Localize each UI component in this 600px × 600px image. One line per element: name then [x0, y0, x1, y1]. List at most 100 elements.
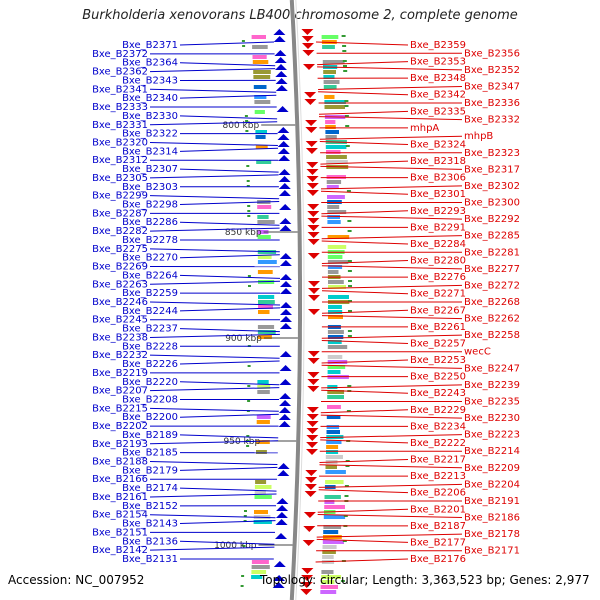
forward-gene-arrow: [280, 302, 292, 308]
feature-block: [327, 220, 341, 224]
gc-tick: [348, 280, 352, 282]
reverse-gene-label: Bxe_B2301: [410, 189, 466, 200]
feature-block: [252, 45, 268, 49]
reverse-gene-label: Bxe_B2347: [464, 81, 520, 92]
feature-block: [252, 60, 269, 64]
reverse-gene-label: Bxe_B2201: [410, 504, 466, 515]
reverse-gene-label: Bxe_B2257: [410, 338, 466, 349]
forward-gene-arrow: [273, 36, 286, 42]
feature-block: [251, 565, 270, 569]
reverse-gene-arrow: [308, 281, 320, 287]
forward-gene-label: Bxe_B2333: [92, 102, 148, 113]
feature-block: [255, 130, 267, 134]
feature-block: [324, 505, 345, 509]
feature-block: [251, 570, 267, 574]
forward-gene-label: Bxe_B2208: [122, 394, 178, 405]
reverse-gene-label: Bxe_B2317: [464, 164, 520, 175]
feature-block: [257, 335, 272, 339]
feature-block: [323, 75, 335, 79]
forward-gene-arrow: [278, 421, 291, 427]
reverse-gene-label: Bxe_B2209: [464, 463, 520, 474]
gene-leader-line: [318, 91, 409, 96]
forward-gene-arrow: [280, 309, 292, 315]
gene-leader-line: [321, 340, 409, 344]
forward-gene-label: Bxe_B2270: [122, 253, 178, 264]
reverse-gene-label: Bxe_B2335: [410, 106, 466, 117]
forward-gene-label: Bxe_B2154: [92, 510, 148, 521]
reverse-gene-arrow: [301, 29, 314, 35]
gene-leader-line: [179, 328, 280, 333]
reverse-gene-label: Bxe_B2223: [464, 430, 520, 441]
gene-leader-line: [179, 434, 279, 439]
feature-block: [320, 590, 337, 594]
reverse-gene-arrow: [304, 99, 317, 105]
forward-gene-label: Bxe_B2330: [122, 111, 178, 122]
forward-gene-label: Bxe_B2200: [122, 412, 178, 423]
feature-block: [258, 295, 275, 299]
reverse-gene-arrow: [306, 407, 319, 413]
gene-leader-line: [318, 85, 463, 90]
gene-leader-line: [321, 215, 463, 220]
forward-gene-arrow: [278, 414, 291, 420]
gc-tick: [247, 385, 251, 387]
gene-leader-line: [179, 274, 281, 279]
feature-block: [325, 125, 336, 129]
scale-tick-label: 800 kbp: [223, 121, 260, 131]
gc-tick: [345, 145, 350, 147]
gc-tick: [241, 575, 245, 577]
feature-block: [327, 235, 350, 239]
gene-leader-line: [149, 407, 279, 412]
gene-leader-line: [320, 165, 463, 170]
reverse-gene-label: Bxe_B2323: [464, 148, 520, 159]
feature-block: [328, 305, 342, 309]
gene-leader-line: [149, 121, 278, 126]
feature-block: [257, 230, 269, 234]
reverse-gene-label: Bxe_B2217: [410, 455, 466, 466]
forward-gene-arrow: [278, 190, 291, 196]
forward-gene-label: Bxe_B2143: [122, 519, 178, 530]
topology-summary: Topology: circular; Length: 3,363,523 bp…: [260, 573, 590, 587]
reverse-gene-label: Bxe_B2253: [410, 355, 466, 366]
gene-leader-line: [321, 235, 463, 240]
feature-block: [326, 150, 341, 154]
feature-block: [320, 585, 338, 589]
map-title: Burkholderia xenovorans LB400 chromosome…: [82, 8, 518, 23]
reverse-gene-arrow: [307, 218, 320, 224]
feature-block: [327, 215, 340, 219]
reverse-gene-label: Bxe_B2300: [464, 198, 520, 209]
gc-tick: [246, 435, 250, 437]
gene-leader-line: [321, 260, 409, 264]
gc-tick: [341, 35, 346, 37]
feature-block: [322, 555, 334, 559]
feature-block: [322, 45, 335, 49]
forward-gene-label: Bxe_B2303: [122, 182, 178, 193]
reverse-gene-label: Bxe_B2214: [464, 446, 520, 457]
feature-block: [255, 145, 268, 149]
reverse-gene-label: Bxe_B2332: [464, 115, 520, 126]
reverse-gene-arrow: [306, 176, 319, 182]
feature-block: [327, 200, 342, 204]
gc-tick: [347, 220, 352, 222]
forward-gene-label: Bxe_B2245: [92, 315, 148, 326]
gc-tick: [347, 335, 352, 337]
forward-gene-arrow: [280, 316, 292, 322]
gene-leader-line: [179, 94, 277, 99]
feature-block: [254, 100, 271, 104]
gene-leader-line: [179, 41, 275, 46]
feature-block: [257, 235, 271, 239]
gc-tick: [342, 50, 347, 52]
forward-gene-arrow: [278, 407, 291, 413]
reverse-gene-arrow: [307, 386, 320, 392]
gene-leader-line: [321, 284, 463, 289]
reverse-gene-label: Bxe_B2206: [410, 488, 466, 499]
forward-gene-arrow: [275, 533, 287, 539]
forward-gene-label: Bxe_B2259: [122, 288, 178, 299]
feature-block: [327, 335, 344, 339]
feature-block: [327, 210, 347, 214]
reverse-gene-label: Bxe_B2268: [464, 297, 520, 308]
gene-leader-line: [179, 413, 279, 418]
feature-block: [325, 130, 339, 134]
feature-block: [326, 450, 339, 454]
gc-tick: [348, 300, 352, 302]
